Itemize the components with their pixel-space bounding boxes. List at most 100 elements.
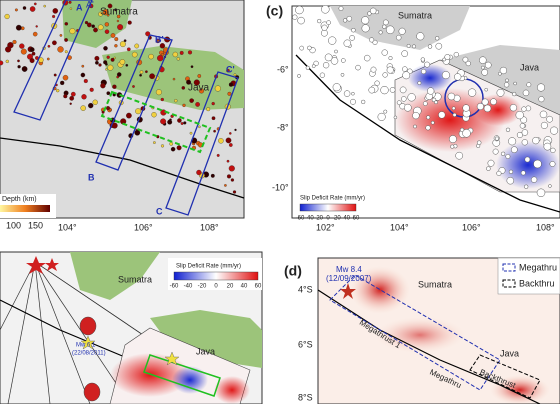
quake-circle xyxy=(481,69,489,76)
quake-circle xyxy=(530,176,538,183)
quake-circle xyxy=(377,112,386,121)
quake-dot xyxy=(196,169,202,176)
quake-circle xyxy=(385,25,395,35)
land xyxy=(62,0,132,48)
quake-circle xyxy=(295,5,304,15)
focal-mechanism xyxy=(83,382,101,402)
quake-dot xyxy=(211,116,216,121)
quake-dot xyxy=(160,118,167,125)
profile-box xyxy=(95,34,173,171)
profile-label: C xyxy=(156,206,163,216)
colorbar-tick: 150 xyxy=(28,220,43,230)
quake-circle xyxy=(438,111,446,119)
colorbar xyxy=(173,271,259,281)
quake-dot xyxy=(157,54,164,62)
quake-dot xyxy=(52,40,57,46)
quake-circle xyxy=(406,43,411,48)
quake-dot xyxy=(53,73,57,77)
quake-dot xyxy=(97,24,104,31)
quake-circle xyxy=(343,90,351,97)
quake-circle xyxy=(322,62,330,69)
quake-circle xyxy=(381,49,388,56)
quake-circle xyxy=(490,98,497,106)
quake-dot xyxy=(213,129,216,133)
quake-dot xyxy=(22,6,27,10)
quake-dot xyxy=(229,132,232,135)
colorbar-tick: 20 xyxy=(334,216,341,222)
land xyxy=(150,310,262,368)
quake-dot xyxy=(104,22,109,27)
quake-circle xyxy=(292,14,298,20)
event-label: Mw 6.1 xyxy=(76,343,96,349)
panel-b: Mw 6.1 (22/08/2011) Sumatra Java Slip De… xyxy=(0,251,263,405)
quake-dot xyxy=(179,50,184,55)
quake-dot xyxy=(225,137,232,144)
x-tick-label: 106° xyxy=(462,222,481,232)
quake-dot xyxy=(83,78,88,84)
quake-dot xyxy=(95,60,99,65)
quake-circle xyxy=(430,120,435,125)
x-tick-label: 104° xyxy=(58,222,77,232)
quake-dot xyxy=(14,8,18,12)
quake-circle xyxy=(441,71,450,80)
quake-dot xyxy=(29,47,35,52)
quake-circle xyxy=(481,98,489,106)
quake-circle xyxy=(401,96,407,102)
quake-dot xyxy=(127,20,132,25)
quake-circle xyxy=(403,103,412,112)
slip-patch xyxy=(350,266,410,314)
quake-circle xyxy=(467,88,477,97)
quake-circle xyxy=(420,57,425,62)
quake-dot xyxy=(110,33,116,38)
quake-circle xyxy=(509,104,518,112)
quake-circle xyxy=(297,74,301,78)
quake-circle xyxy=(324,53,333,62)
quake-circle xyxy=(330,57,339,65)
slip-patch xyxy=(375,317,465,353)
quake-circle xyxy=(505,154,511,159)
trench xyxy=(317,289,541,405)
slip-patch xyxy=(408,64,452,92)
x-tick-label: 102° xyxy=(316,222,335,232)
quake-dot xyxy=(114,37,119,42)
quake-dot xyxy=(123,39,127,43)
quake-dot xyxy=(216,153,220,157)
quake-circle xyxy=(526,82,532,88)
y-tick-label: -8° xyxy=(277,122,289,132)
quake-dot xyxy=(134,43,140,49)
quake-circle xyxy=(425,125,431,131)
quake-dot xyxy=(226,159,230,163)
quake-circle xyxy=(297,16,305,25)
quake-circle xyxy=(382,72,388,78)
quake-dot xyxy=(119,41,126,48)
quake-dot xyxy=(0,60,4,66)
quake-circle xyxy=(543,142,552,151)
quake-circle xyxy=(399,86,407,94)
panel-d: (d) Mw 8.4 (12/09/2007) Sumatra Java Meg… xyxy=(284,257,560,405)
quake-circle xyxy=(481,65,485,70)
quake-dot xyxy=(62,74,69,81)
quake-circle xyxy=(462,129,471,138)
place-label: Sumatra xyxy=(118,274,152,284)
quake-dot xyxy=(159,43,166,49)
quake-circle xyxy=(424,61,431,68)
profile-label: C' xyxy=(226,64,235,74)
quake-circle xyxy=(532,136,540,145)
profile-label: B' xyxy=(155,34,164,44)
quake-dot xyxy=(227,91,232,96)
quake-circle xyxy=(512,91,517,97)
quake-circle xyxy=(351,91,355,96)
quake-circle xyxy=(548,184,552,188)
quake-dot xyxy=(106,55,110,59)
quake-dot xyxy=(69,102,72,105)
quake-circle xyxy=(350,98,356,105)
colorbar-tick: -60 xyxy=(296,216,305,222)
quake-dot xyxy=(134,129,141,136)
colorbar-title: Depth (km) xyxy=(2,196,37,203)
quake-circle xyxy=(389,87,396,93)
quake-dot xyxy=(234,128,237,132)
quake-dot xyxy=(4,13,10,20)
quake-circle xyxy=(382,24,387,29)
quake-dot xyxy=(169,141,174,146)
